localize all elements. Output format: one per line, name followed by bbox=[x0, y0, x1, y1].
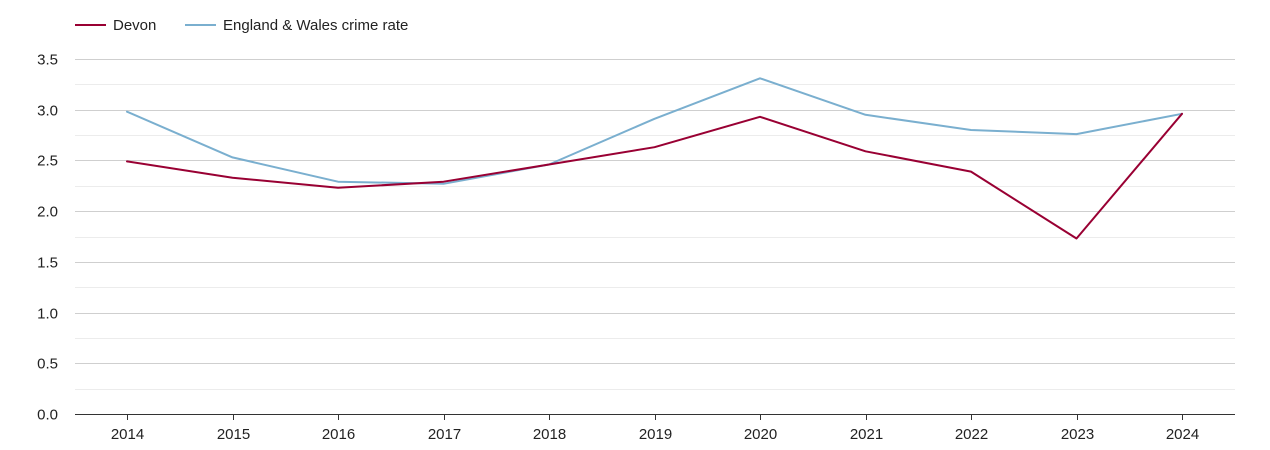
y-tick-label: 1.5 bbox=[37, 255, 58, 272]
legend-item-devon[interactable]: Devon bbox=[75, 17, 156, 34]
x-tick-label: 2019 bbox=[639, 426, 672, 443]
legend-label-devon: Devon bbox=[113, 17, 156, 34]
y-tick-label: 0.0 bbox=[37, 407, 58, 424]
y-tick-label: 3.0 bbox=[37, 103, 58, 120]
x-tick-label: 2015 bbox=[217, 426, 250, 443]
data-point-devon[interactable] bbox=[441, 179, 447, 185]
y-tick-label: 0.5 bbox=[37, 356, 58, 373]
data-point-devon[interactable] bbox=[1179, 111, 1185, 117]
data-point-england-wales-crime-rate[interactable] bbox=[124, 109, 130, 115]
series-layer bbox=[124, 75, 1185, 242]
y-tick-label: 3.5 bbox=[37, 52, 58, 69]
x-tick-label: 2021 bbox=[850, 426, 883, 443]
x-tick-label: 2017 bbox=[428, 426, 461, 443]
data-point-devon[interactable] bbox=[335, 185, 341, 191]
data-point-devon[interactable] bbox=[230, 175, 236, 181]
data-point-devon[interactable] bbox=[124, 158, 130, 164]
grid-lines bbox=[75, 59, 1235, 390]
data-point-england-wales-crime-rate[interactable] bbox=[757, 75, 763, 81]
x-tick-label: 2024 bbox=[1166, 426, 1199, 443]
data-point-england-wales-crime-rate[interactable] bbox=[1074, 131, 1080, 137]
y-tick-label: 2.0 bbox=[37, 204, 58, 221]
x-tick-label: 2018 bbox=[533, 426, 566, 443]
data-point-devon[interactable] bbox=[863, 148, 869, 154]
data-point-devon[interactable] bbox=[968, 169, 974, 175]
y-tick-label: 1.0 bbox=[37, 306, 58, 323]
x-tick-label: 2020 bbox=[744, 426, 777, 443]
legend-label-england-wales: England & Wales crime rate bbox=[223, 17, 408, 34]
legend: Devon England & Wales crime rate bbox=[75, 17, 408, 34]
data-point-england-wales-crime-rate[interactable] bbox=[652, 116, 658, 122]
x-tick-label: 2014 bbox=[111, 426, 144, 443]
series-line-devon[interactable] bbox=[126, 112, 1183, 240]
data-point-devon[interactable] bbox=[757, 114, 763, 120]
y-tick-label: 2.5 bbox=[37, 153, 58, 170]
series-line-england-wales-crime-rate[interactable] bbox=[126, 77, 1183, 185]
x-axis: 2014 2015 2016 2017 2018 2019 2020 2021 2022 2023… bbox=[75, 414, 1235, 443]
data-point-devon[interactable] bbox=[546, 162, 552, 168]
data-point-devon[interactable] bbox=[1074, 236, 1080, 242]
x-tick-label: 2022 bbox=[955, 426, 988, 443]
x-tick-label: 2016 bbox=[322, 426, 355, 443]
x-tick-label: 2023 bbox=[1061, 426, 1094, 443]
data-point-england-wales-crime-rate[interactable] bbox=[968, 127, 974, 133]
data-point-england-wales-crime-rate[interactable] bbox=[230, 154, 236, 160]
y-axis: 0.0 0.5 1.0 1.5 2.0 2.5 3.0 3.5 bbox=[37, 52, 58, 424]
data-point-england-wales-crime-rate[interactable] bbox=[335, 179, 341, 185]
data-point-england-wales-crime-rate[interactable] bbox=[863, 112, 869, 118]
legend-item-england-wales[interactable]: England & Wales crime rate bbox=[185, 17, 408, 34]
data-point-devon[interactable] bbox=[652, 144, 658, 150]
